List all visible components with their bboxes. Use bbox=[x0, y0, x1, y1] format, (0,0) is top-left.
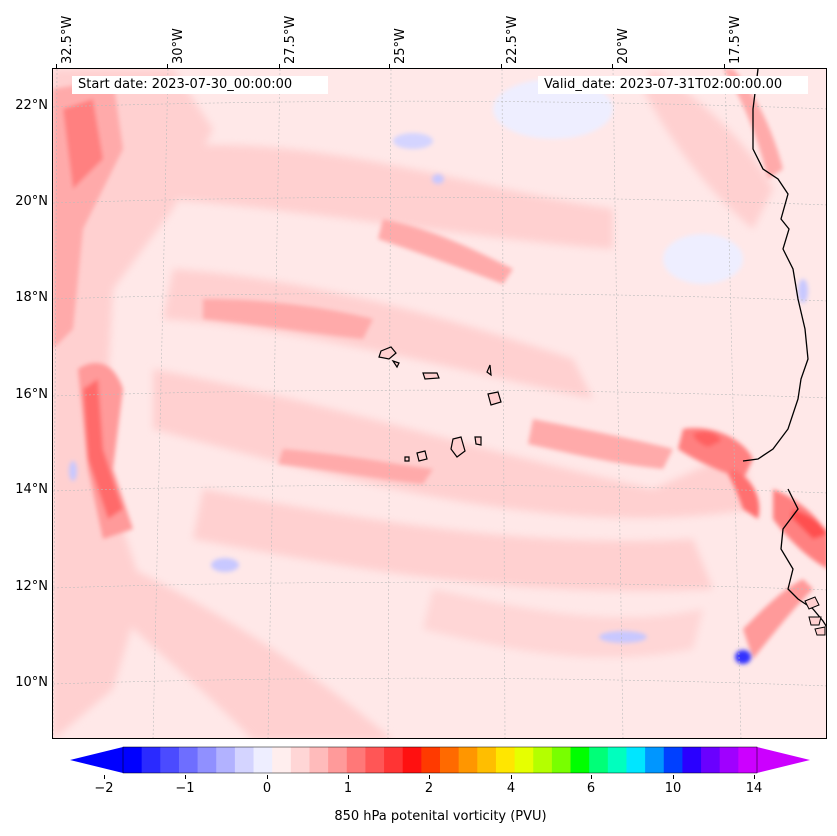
lon-tick bbox=[612, 64, 613, 69]
colorbar-segment bbox=[570, 747, 590, 773]
lon-tick bbox=[501, 64, 502, 69]
colorbar-segment bbox=[533, 747, 553, 773]
colorbar-extend-high bbox=[757, 747, 810, 773]
colorbar-segment bbox=[440, 747, 460, 773]
colorbar-tick-label: −1 bbox=[175, 781, 195, 796]
colorbar-segment bbox=[719, 747, 739, 773]
colorbar-segment bbox=[197, 747, 217, 773]
colorbar-tick-label: 4 bbox=[506, 781, 516, 796]
lon-label-20w: 20°W bbox=[616, 28, 631, 64]
cape-verde-islands bbox=[378, 346, 502, 462]
colorbar-segment bbox=[234, 747, 255, 773]
colorbar-tick-label: 1 bbox=[343, 781, 353, 796]
colorbar-segment bbox=[514, 747, 534, 773]
colorbar-tick-label: 0 bbox=[262, 781, 272, 796]
colorbar-segment bbox=[123, 747, 143, 773]
colorbar-segment bbox=[290, 747, 310, 773]
colorbar-segment bbox=[141, 747, 161, 773]
colorbar-segment bbox=[384, 747, 404, 773]
colorbar bbox=[70, 746, 810, 774]
lat-label-22n: 22°N bbox=[15, 98, 48, 113]
lat-label-20n: 20°N bbox=[15, 194, 48, 209]
colorbar-tick bbox=[591, 775, 592, 779]
colorbar-segment bbox=[738, 747, 758, 773]
colorbar-segment bbox=[216, 747, 236, 773]
colorbar-tick-label: −2 bbox=[94, 781, 114, 796]
lat-label-10n: 10°N bbox=[15, 675, 48, 690]
colorbar-segment bbox=[626, 747, 646, 773]
lat-label-16n: 16°N bbox=[15, 387, 48, 402]
colorbar-tick bbox=[754, 775, 755, 779]
coastline bbox=[742, 69, 826, 628]
lon-tick bbox=[389, 64, 390, 69]
colorbar-tick bbox=[185, 775, 186, 779]
colorbar-tick-label: 10 bbox=[664, 781, 682, 796]
colorbar-tick bbox=[429, 775, 430, 779]
colorbar-title: 850 hPa potenital vorticity (PVU) bbox=[334, 809, 547, 824]
lat-label-14n: 14°N bbox=[15, 482, 48, 497]
colorbar-segment bbox=[645, 747, 665, 773]
colorbar-segment bbox=[346, 747, 366, 773]
colorbar-segment bbox=[309, 747, 329, 773]
lon-label-17-5w: 17.5°W bbox=[728, 15, 743, 64]
colorbar-segment bbox=[458, 747, 478, 773]
colorbar-segment bbox=[328, 747, 348, 773]
colorbar-segment bbox=[160, 747, 180, 773]
colorbar-extend-low bbox=[70, 747, 123, 773]
map-panel bbox=[52, 68, 827, 739]
graticule bbox=[53, 69, 826, 738]
lon-tick bbox=[279, 64, 280, 69]
lon-tick bbox=[56, 64, 57, 69]
colorbar-segment bbox=[495, 747, 516, 773]
colorbar-segment bbox=[663, 747, 683, 773]
colorbar-segment bbox=[477, 747, 497, 773]
lon-label-25w: 25°W bbox=[393, 28, 408, 64]
colorbar-segments bbox=[123, 747, 758, 773]
colorbar-segment bbox=[421, 747, 441, 773]
colorbar-segment bbox=[402, 747, 422, 773]
lon-label-30w: 30°W bbox=[171, 28, 186, 64]
pv-field bbox=[53, 69, 826, 738]
colorbar-tick-label: 14 bbox=[745, 781, 763, 796]
colorbar-segment bbox=[701, 747, 721, 773]
valid-date-label: Valid_date: 2023-07-31T02:00:00.00 bbox=[538, 76, 808, 94]
colorbar-segment bbox=[589, 747, 609, 773]
lon-label-22-5w: 22.5°W bbox=[505, 15, 520, 64]
colorbar-segment bbox=[682, 747, 702, 773]
colorbar-segment bbox=[178, 747, 199, 773]
colorbar-tick-label: 2 bbox=[424, 781, 434, 796]
bijagos-islands bbox=[804, 596, 826, 636]
lat-label-18n: 18°N bbox=[15, 290, 48, 305]
colorbar-segment bbox=[551, 747, 572, 773]
colorbar-frame bbox=[122, 746, 758, 774]
lon-tick bbox=[724, 64, 725, 69]
colorbar-segment bbox=[272, 747, 292, 773]
colorbar-tick bbox=[348, 775, 349, 779]
start-date-label: Start date: 2023-07-30_00:00:00 bbox=[72, 76, 328, 94]
colorbar-tick bbox=[673, 775, 674, 779]
lon-tick bbox=[167, 64, 168, 69]
colorbar-tick bbox=[104, 775, 105, 779]
pv-medium-regions bbox=[53, 69, 826, 659]
lon-label-32-5w: 32.5°W bbox=[60, 15, 75, 64]
colorbar-tick bbox=[267, 775, 268, 779]
colorbar-segment bbox=[607, 747, 627, 773]
colorbar-segment bbox=[253, 747, 273, 773]
colorbar-segment bbox=[365, 747, 385, 773]
lon-label-27-5w: 27.5°W bbox=[283, 15, 298, 64]
pv-light-regions bbox=[53, 69, 773, 738]
colorbar-tick bbox=[511, 775, 512, 779]
colorbar-tick-label: 6 bbox=[586, 781, 596, 796]
lat-label-12n: 12°N bbox=[15, 579, 48, 594]
